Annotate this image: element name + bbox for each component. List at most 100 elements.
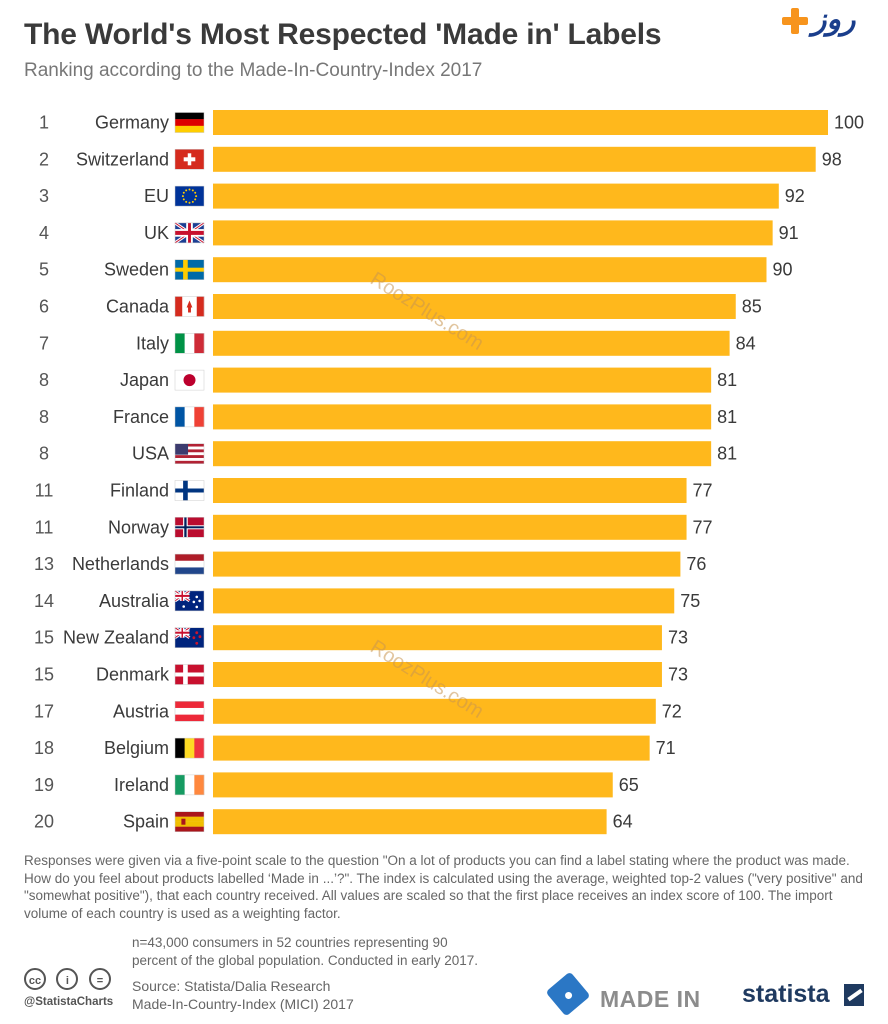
source-line: Made-In-Country-Index (MICI) 2017	[132, 996, 354, 1012]
category-label: USA	[132, 444, 169, 464]
rank-label: 11	[35, 517, 54, 537]
data-label: 85	[742, 297, 762, 317]
data-label: 72	[662, 701, 682, 721]
site-logo-text: روز	[812, 2, 856, 37]
chart-title: The World's Most Respected 'Made in' Lab…	[24, 18, 662, 51]
category-label: New Zealand	[63, 628, 169, 648]
bar	[213, 514, 687, 540]
bar	[213, 110, 828, 135]
category-label: EU	[144, 186, 169, 206]
data-label: 81	[717, 444, 737, 464]
japan-flag-icon	[174, 369, 205, 391]
made-in-logo[interactable]: MADE IN	[545, 971, 722, 1017]
rank-label: 8	[39, 444, 49, 464]
category-label: UK	[144, 223, 169, 243]
data-label: 98	[822, 149, 842, 169]
rank-label: 3	[39, 186, 49, 206]
data-label: 81	[717, 370, 737, 390]
bar	[213, 220, 773, 246]
attribution-icon[interactable]: i	[56, 968, 79, 990]
twitter-handle[interactable]: @StatistaCharts	[24, 996, 114, 1008]
bar	[213, 662, 662, 687]
data-label: 90	[773, 260, 793, 280]
site-logo[interactable]: روز	[782, 2, 878, 42]
rank-label: 8	[39, 370, 49, 390]
category-label: Switzerland	[76, 149, 169, 169]
category-label: Ireland	[114, 775, 169, 795]
statista-logo-text: statista	[742, 980, 830, 1008]
austria-flag-icon	[174, 701, 205, 722]
bar	[213, 735, 650, 761]
ireland-flag-icon	[174, 774, 205, 796]
category-label: France	[113, 407, 169, 427]
chart-subtitle: Ranking according to the Made-In-Country…	[24, 60, 483, 81]
rank-label: 4	[39, 223, 49, 243]
category-label: Italy	[136, 333, 169, 353]
usa-flag-icon	[174, 443, 205, 464]
source-line: Source: Statista/Dalia Research	[132, 978, 331, 994]
data-label: 71	[656, 738, 676, 758]
category-label: Germany	[95, 113, 169, 133]
data-label: 64	[613, 812, 633, 832]
bar	[213, 183, 779, 209]
cc-icon[interactable]: cc	[24, 968, 46, 990]
category-label: Netherlands	[72, 554, 169, 574]
rank-label: 15	[34, 665, 54, 685]
rank-label: 20	[34, 812, 54, 832]
plus-icon	[782, 8, 808, 34]
belgium-flag-icon	[174, 737, 205, 759]
statista-logo[interactable]: statista	[742, 980, 872, 1014]
category-label: Finland	[110, 481, 169, 501]
data-label: 100	[834, 113, 864, 133]
data-label: 81	[717, 407, 737, 427]
rank-label: 15	[34, 628, 54, 648]
statista-mark-icon	[844, 984, 864, 1006]
category-label: Canada	[106, 297, 170, 317]
spain-flag-icon	[174, 811, 205, 832]
rank-label: 14	[34, 591, 54, 611]
bar	[213, 146, 816, 172]
sample-note-line: percent of the global population. Conduc…	[132, 952, 478, 968]
category-label: Denmark	[96, 665, 170, 685]
finland-flag-icon	[174, 480, 205, 501]
rank-label: 1	[39, 113, 49, 133]
category-label: Japan	[120, 370, 169, 390]
switzerland-flag-icon	[174, 149, 205, 170]
sample-note-line: n=43,000 consumers in 52 countries repre…	[132, 935, 448, 950]
rank-label: 6	[39, 297, 49, 317]
bar	[213, 404, 712, 430]
bar	[213, 772, 613, 798]
source-note: Source: Statista/Dalia Research Made-In-…	[132, 977, 354, 1013]
bar	[213, 330, 730, 356]
bar	[213, 478, 687, 503]
tag-icon	[545, 971, 591, 1017]
data-label: 76	[686, 554, 706, 574]
data-label: 77	[693, 481, 713, 501]
rank-label: 5	[39, 260, 49, 280]
italy-flag-icon	[174, 333, 205, 354]
data-label: 75	[680, 591, 700, 611]
sample-note: n=43,000 consumers in 52 countries repre…	[132, 934, 552, 969]
eu-flag-icon	[174, 185, 205, 207]
canada-flag-icon	[174, 296, 205, 317]
rank-label: 17	[34, 701, 54, 721]
rank-label: 7	[39, 333, 49, 353]
rank-label: 8	[39, 407, 49, 427]
uk-flag-icon	[174, 221, 205, 245]
no-derivatives-icon[interactable]: =	[88, 968, 111, 990]
bar	[213, 809, 607, 835]
license-icons: cc i =	[24, 968, 117, 992]
data-label: 84	[736, 333, 756, 353]
rank-label: 11	[35, 481, 54, 501]
new-zealand-flag-icon	[174, 626, 205, 648]
made-in-logo-text: MADE IN	[600, 986, 701, 1012]
denmark-flag-icon	[174, 664, 205, 685]
bar	[213, 551, 681, 577]
data-label: 92	[785, 186, 805, 206]
sweden-flag-icon	[174, 259, 205, 280]
category-label: Spain	[123, 812, 169, 832]
category-label: Austria	[113, 701, 170, 721]
data-label: 77	[693, 517, 713, 537]
france-flag-icon	[174, 406, 205, 428]
bar	[213, 294, 736, 319]
